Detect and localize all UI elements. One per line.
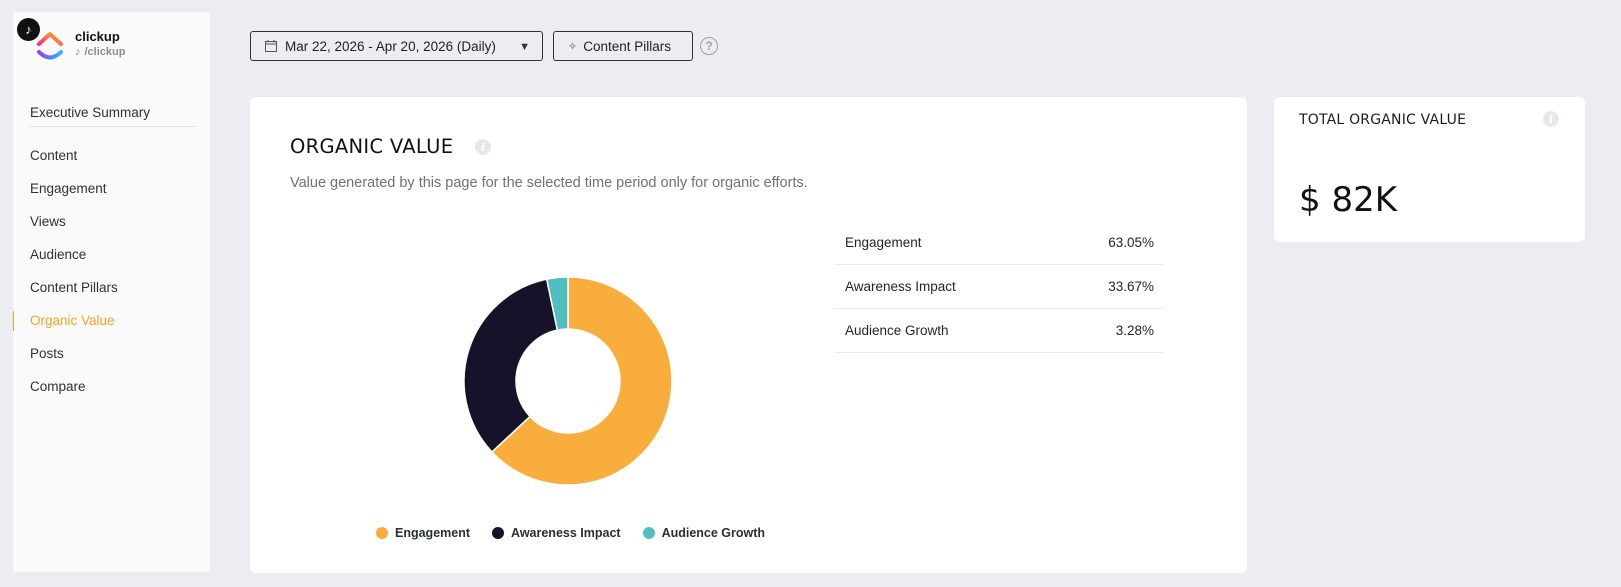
account-name: clickup	[75, 29, 120, 44]
breakdown-label: Audience Growth	[845, 323, 949, 338]
breakdown-value: 33.67%	[1108, 279, 1154, 294]
sidebar-item-executive-summary[interactable]: Executive Summary	[30, 105, 151, 120]
stat-label: TOTAL ORGANIC VALUE	[1299, 112, 1467, 128]
sidebar-item-content[interactable]: Content	[30, 148, 78, 163]
legend-label: Awareness Impact	[511, 526, 621, 540]
content-pillars-button[interactable]: ✧ Content Pillars	[553, 31, 693, 61]
tiktok-small-icon: ♪	[75, 46, 81, 58]
sidebar-item-posts[interactable]: Posts	[30, 346, 64, 361]
card-title: ORGANIC VALUE	[290, 135, 454, 158]
sparkle-icon: ✧	[568, 40, 578, 53]
question-circle-icon[interactable]: ?	[700, 37, 718, 55]
table-row: Awareness Impact 33.67%	[835, 265, 1164, 309]
account-profile[interactable]: ♪ clickup ♪ /clickup	[13, 12, 210, 72]
card-subtitle: Value generated by this page for the sel…	[290, 175, 808, 191]
sidebar-item-audience[interactable]: Audience	[30, 247, 87, 262]
chart-legend: Engagement Awareness Impact Audience Gro…	[376, 526, 765, 540]
organic-value-card: ORGANIC VALUE i Value generated by this …	[250, 97, 1247, 573]
legend-item-engagement[interactable]: Engagement	[376, 526, 470, 540]
sidebar-item-content-pillars[interactable]: Content Pillars	[30, 280, 118, 295]
legend-swatch	[376, 527, 388, 539]
caret-down-icon: ▼	[519, 41, 530, 53]
table-row: Audience Growth 3.28%	[835, 309, 1164, 353]
nav-divider	[30, 126, 196, 127]
legend-swatch	[492, 527, 505, 539]
breakdown-label: Engagement	[845, 235, 922, 250]
legend-label: Audience Growth	[661, 526, 766, 540]
legend-label: Engagement	[395, 526, 471, 540]
account-handle-row: ♪ /clickup	[75, 46, 125, 58]
donut-slice-audience-growth[interactable]	[545, 276, 569, 331]
info-icon[interactable]: i	[1543, 111, 1559, 127]
sidebar-nav: Executive Summary Content Engagement Vie…	[13, 96, 210, 403]
donut-slice-engagement[interactable]	[490, 276, 673, 486]
info-icon[interactable]: i	[475, 139, 491, 155]
date-range-label: Mar 22, 2026 - Apr 20, 2026 (Daily)	[285, 38, 496, 54]
clickup-logo	[37, 32, 63, 60]
sidebar-item-views[interactable]: Views	[30, 214, 66, 229]
legend-item-awareness-impact[interactable]: Awareness Impact	[492, 526, 621, 540]
sidebar-item-organic-value[interactable]: Organic Value	[13, 304, 210, 337]
table-row: Engagement 63.05%	[835, 221, 1164, 265]
donut-slice-awareness-impact[interactable]	[463, 278, 559, 454]
breakdown-value: 3.28%	[1115, 323, 1154, 338]
total-organic-value-card: TOTAL ORGANIC VALUE i $ 82K	[1274, 97, 1585, 242]
stat-value: $ 82K	[1299, 180, 1397, 220]
calendar-icon	[265, 40, 277, 52]
breakdown-value: 63.05%	[1108, 235, 1154, 250]
date-range-picker[interactable]: Mar 22, 2026 - Apr 20, 2026 (Daily) ▼	[250, 31, 543, 61]
account-handle: /clickup	[84, 46, 126, 58]
breakdown-label: Awareness Impact	[845, 279, 956, 294]
legend-swatch	[642, 527, 655, 539]
legend-item-audience-growth[interactable]: Audience Growth	[642, 526, 766, 540]
sidebar: ♪ clickup ♪ /clickup	[13, 12, 210, 572]
value-breakdown-table: Engagement 63.05% Awareness Impact 33.67…	[835, 221, 1164, 353]
sidebar-item-compare[interactable]: Compare	[30, 379, 86, 394]
content-pillars-label: Content Pillars	[583, 38, 672, 54]
tiktok-icon: ♪	[17, 18, 40, 41]
sidebar-item-engagement[interactable]: Engagement	[30, 181, 107, 196]
